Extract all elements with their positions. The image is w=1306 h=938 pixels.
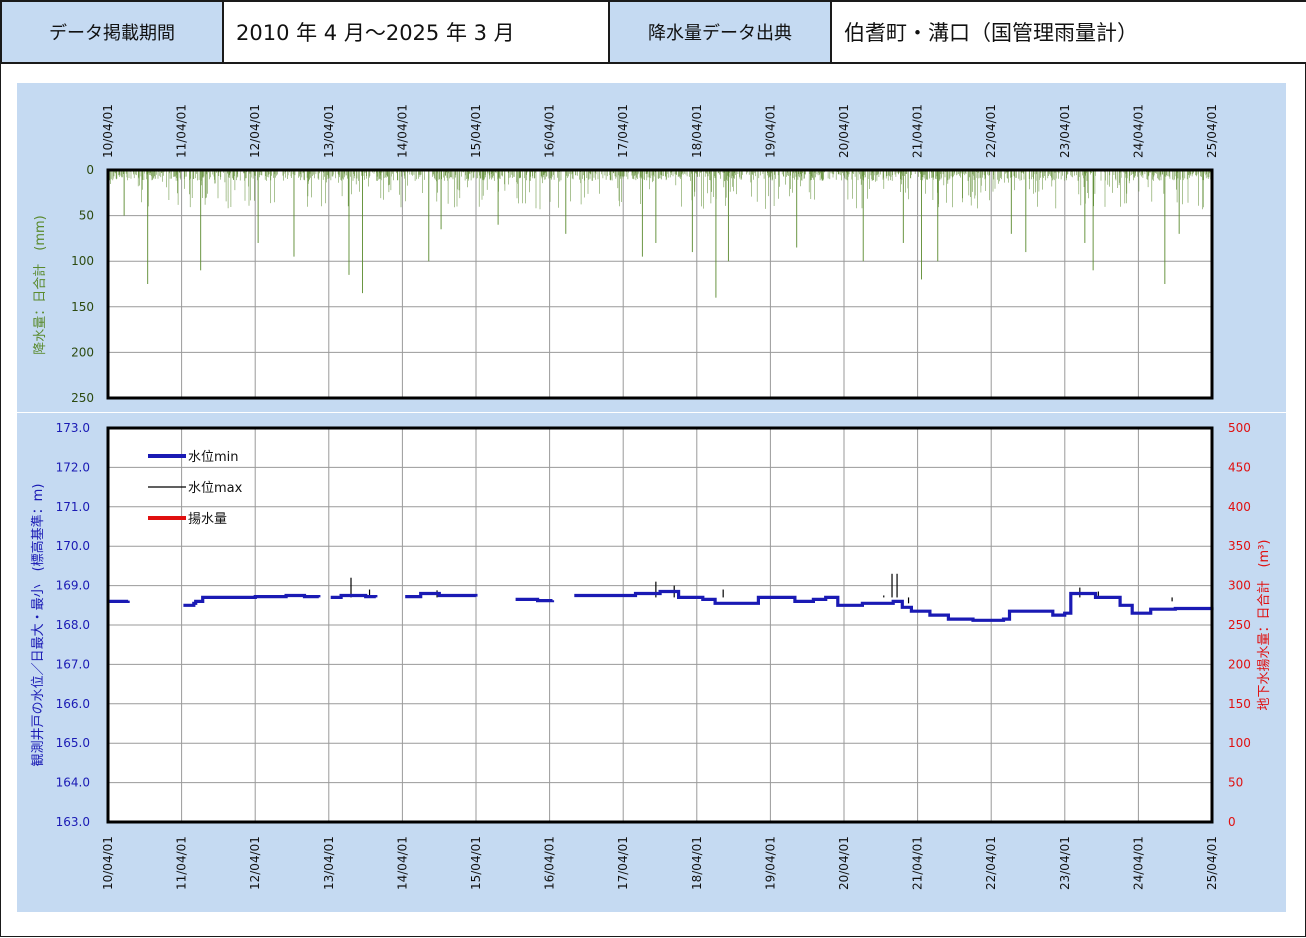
rain-xtick-label: 15/04/01	[469, 104, 483, 158]
level-ylabel: 観測井戸の水位／日最大・最小 (標高基準：m)	[30, 484, 46, 767]
level-plot-border	[106, 426, 1214, 824]
level-ytick-label: 164.0	[56, 776, 90, 790]
rain-xtick-label: 23/04/01	[1058, 104, 1072, 158]
rain-ytick-label: 0	[86, 163, 94, 177]
level-xtick-label: 23/04/01	[1058, 836, 1072, 890]
rain-xtick-label: 17/04/01	[616, 104, 630, 158]
level-y2tick-label: 300	[1228, 579, 1251, 593]
level-min-line	[515, 597, 555, 603]
level-xtick-label: 18/04/01	[690, 836, 704, 890]
level-y2tick-label: 350	[1228, 539, 1251, 553]
level-y2tick-label: 400	[1228, 500, 1251, 514]
level-xtick-label: 15/04/01	[469, 836, 483, 890]
level-xtick-label: 12/04/01	[248, 836, 262, 890]
level-xtick-label: 21/04/01	[911, 836, 925, 890]
legend-label: 揚水量	[188, 511, 227, 527]
rain-xtick-label: 19/04/01	[763, 104, 777, 158]
level-xtick-label: 10/04/01	[101, 836, 115, 890]
level-ytick-label: 168.0	[56, 618, 90, 632]
rain-xtick-label: 14/04/01	[395, 104, 409, 158]
level-xtick-label: 19/04/01	[763, 836, 777, 890]
period-label: データ掲載期間	[0, 0, 224, 64]
rain-xtick-label: 13/04/01	[322, 104, 336, 158]
level-xtick-label: 24/04/01	[1131, 836, 1145, 890]
period-value: 2010 年 4 月～2025 年 3 月	[222, 0, 610, 64]
rain-xtick-label: 21/04/01	[911, 104, 925, 158]
level-y2tick-label: 450	[1228, 460, 1251, 474]
rain-xtick-label: 11/04/01	[175, 104, 189, 158]
rain-chart: 0 50 100 150 200 250 10/04/01 11/04/01 12/04/01 1…	[32, 104, 1219, 405]
rain-ytick-label: 150	[71, 300, 94, 314]
level-y2label: 地下水揚水量：日合計 (m³)	[1256, 539, 1272, 710]
level-min-line	[574, 589, 1214, 622]
level-ytick-label: 171.0	[56, 500, 90, 514]
level-ytick-label: 169.0	[56, 579, 90, 593]
rain-plot-bg	[108, 170, 1212, 398]
level-y2tick-label: 0	[1228, 815, 1236, 829]
rain-plot-border	[106, 168, 1214, 400]
level-chart: 163.0 164.0 165.0 166.0 167.0 168.0 169.0 170.0…	[30, 421, 1272, 890]
rain-ytick-label: 200	[71, 345, 94, 359]
rain-ylabel: 降水量：日合計 (mm)	[32, 215, 48, 354]
rain-xtick-label: 20/04/01	[837, 104, 851, 158]
level-min-line	[183, 593, 321, 607]
source-label: 降水量データ出典	[608, 0, 832, 64]
rain-ytick-label: 50	[79, 209, 94, 223]
source-value: 伯耆町・溝口（国管理雨量計）	[830, 0, 1306, 64]
rain-ytick-label: 100	[71, 254, 94, 268]
rain-xtick-label: 10/04/01	[101, 104, 115, 158]
rain-xtick-label: 24/04/01	[1131, 104, 1145, 158]
level-min-line	[330, 593, 378, 599]
level-ytick-label: 170.0	[56, 539, 90, 553]
rain-xtick-label: 25/04/01	[1205, 104, 1219, 158]
rain-xtick-label: 18/04/01	[690, 104, 704, 158]
level-xtick-label: 14/04/01	[395, 836, 409, 890]
level-xtick-label: 11/04/01	[175, 836, 189, 890]
level-min-line	[108, 599, 130, 603]
level-ytick-label: 172.0	[56, 460, 90, 474]
rain-xtick-label: 22/04/01	[984, 104, 998, 158]
legend-label: 水位max	[188, 481, 243, 496]
level-ytick-label: 166.0	[56, 697, 90, 711]
level-y2tick-label: 50	[1228, 776, 1243, 790]
level-xtick-label: 13/04/01	[322, 836, 336, 890]
level-y2tick-label: 200	[1228, 657, 1251, 671]
level-xtick-label: 16/04/01	[543, 836, 557, 890]
level-xtick-label: 25/04/01	[1205, 836, 1219, 890]
header-table: データ掲載期間 2010 年 4 月～2025 年 3 月 降水量データ出典 伯…	[0, 0, 1306, 64]
level-ytick-label: 167.0	[56, 657, 90, 671]
level-y2tick-label: 100	[1228, 736, 1251, 750]
level-ytick-label: 173.0	[56, 421, 90, 435]
rain-xtick-label: 12/04/01	[248, 104, 262, 158]
rain-ytick-label: 250	[71, 391, 94, 405]
legend-label: 水位min	[188, 450, 239, 465]
level-xtick-label: 22/04/01	[984, 836, 998, 890]
rain-xtick-label: 16/04/01	[543, 104, 557, 158]
level-xtick-label: 17/04/01	[616, 836, 630, 890]
level-xtick-label: 20/04/01	[837, 836, 851, 890]
level-y2tick-label: 500	[1228, 421, 1251, 435]
level-ytick-label: 163.0	[56, 815, 90, 829]
level-y2tick-label: 250	[1228, 618, 1251, 632]
level-y2tick-label: 150	[1228, 697, 1251, 711]
level-min-line	[405, 591, 478, 599]
level-ytick-label: 165.0	[56, 736, 90, 750]
